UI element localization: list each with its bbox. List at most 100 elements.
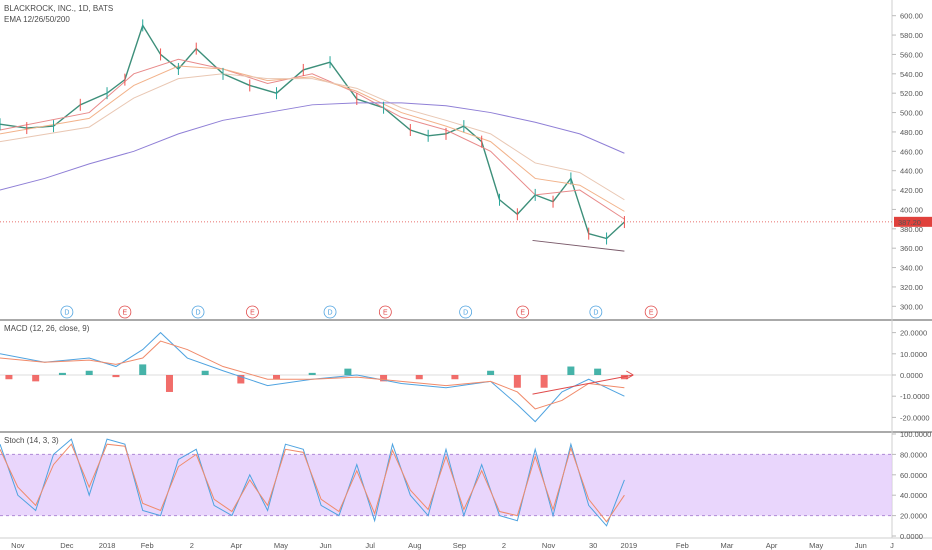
dividend-marker[interactable] [589,305,603,319]
macd-histogram-bar [139,364,147,375]
earnings-marker-label: E [250,310,255,317]
time-axis-label: Jul [365,541,375,550]
time-axis-label: Apr [231,541,243,550]
stoch-axis-tick-label: 80.0000 [900,450,927,459]
macd-divergence-line [532,374,634,395]
macd-histogram-bar [594,368,602,375]
time-axis-label: 2018 [99,541,116,550]
macd-histogram-bar [112,375,120,378]
time-axis-label: Aug [408,541,421,550]
dividend-marker-label: D [463,310,468,317]
macd-axis-tick-label: -10.0000 [900,392,930,401]
series-ema-12 [0,58,625,220]
time-axis-label: J [890,541,894,550]
macd-axis-tick-label: -20.0000 [900,413,930,422]
earnings-marker[interactable] [378,305,392,319]
earnings-marker-label: E [649,310,654,317]
macd-histogram-bar [237,375,245,384]
macd-histogram-bar [540,375,548,388]
earnings-marker-label: E [520,310,525,317]
macd-axis-tick-label: 20.0000 [900,329,927,338]
price-axis-tick-label: 340.00 [900,264,923,273]
stoch-axis-tick-label: 60.0000 [900,471,927,480]
earnings-marker[interactable] [118,305,132,319]
price-trendline [532,239,625,252]
macd-histogram-bar [513,375,521,388]
earnings-marker-label: E [383,310,388,317]
time-axis-label: Nov [11,541,25,550]
dividend-marker-label: D [195,310,200,317]
dividend-marker[interactable] [323,305,337,319]
ema-legend: EMA 12/26/50/200 [4,15,70,24]
earnings-marker[interactable] [246,305,259,319]
macd-histogram-bar [380,375,388,382]
series-price [0,23,625,240]
price-axis-tick-label: 380.00 [900,225,923,234]
stoch-band [0,454,892,516]
symbol-title: BLACKROCK, INC., 1D, BATS [4,4,114,13]
time-axis-label: Nov [542,541,556,550]
time-axis-label: 2019 [621,541,638,550]
price-axis-tick-label: 360.00 [900,244,923,253]
macd-legend: MACD (12, 26, close, 9) [4,324,90,333]
time-axis-label: Mar [721,541,734,550]
last-price-badge [894,216,932,227]
stoch-legend: Stoch (14, 3, 3) [4,436,59,445]
stoch-axis-tick-label: 20.0000 [900,512,927,521]
price-axis-tick-label: 480.00 [900,128,923,137]
time-axis-label: 30 [589,541,597,550]
macd-histogram-bar [487,370,495,375]
time-axis-label: 2 [502,541,506,550]
macd-histogram-bar [5,375,13,380]
dividend-marker[interactable] [191,305,205,319]
macd-histogram-bar [567,366,575,375]
price-axis-tick-label: 300.00 [900,302,923,311]
dividend-marker-label: D [593,310,598,317]
macd-divergence-arrowhead [626,370,634,380]
time-axis-label: Feb [141,541,154,550]
macd-histogram-bar [201,370,209,375]
stoch-axis-tick-label: 100.0000 [900,430,931,439]
dividend-marker[interactable] [60,305,74,319]
macd-histogram-bar [451,375,459,380]
time-axis-label: Apr [766,541,778,550]
signal-line [0,340,625,410]
dividend-marker-label: D [64,310,69,317]
dividend-marker[interactable] [459,305,473,319]
time-axis-label: Feb [676,541,689,550]
stoch-d-line [0,443,625,523]
macd-axis-tick-label: 0.0000 [900,371,923,380]
price-axis-tick-label: 600.00 [900,12,923,21]
time-axis-label: Dec [60,541,74,550]
time-axis-label: Sep [453,541,466,550]
macd-histogram-bar [308,372,316,375]
series-ema-50 [0,73,625,201]
time-axis-label: 2 [190,541,194,550]
series-ema-200 [0,102,625,191]
time-axis-label: May [274,541,288,550]
stoch-k-line [0,438,625,527]
time-axis-label: May [809,541,823,550]
dividend-marker-label: D [328,310,333,317]
last-price-label: 387.20 [898,218,921,227]
earnings-marker[interactable] [516,305,530,319]
price-axis-tick-label: 420.00 [900,186,923,195]
series-ema-26 [0,65,625,212]
price-axis-tick-label: 400.00 [900,205,923,214]
price-axis-tick-label: 440.00 [900,167,923,176]
price-axis-tick-label: 320.00 [900,283,923,292]
macd-histogram-bar [165,375,173,392]
macd-histogram-bar [415,375,423,380]
macd-histogram-bar [32,375,40,382]
earnings-marker-label: E [123,310,128,317]
macd-line [0,331,625,423]
price-axis-tick-label: 460.00 [900,147,923,156]
macd-histogram-bar [344,368,352,375]
stoch-axis-tick-label: 0.0000 [900,532,923,541]
time-axis-label: Jun [855,541,867,550]
macd-histogram-bar [273,375,281,380]
earnings-marker[interactable] [644,305,658,319]
macd-histogram-bar [58,372,66,375]
macd-axis-tick-label: 10.0000 [900,350,927,359]
